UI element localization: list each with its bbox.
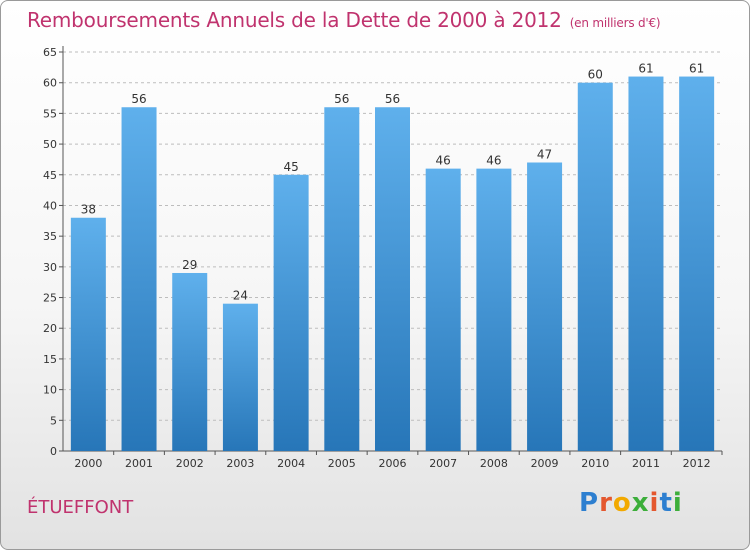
value-labels: 38 56 29 24 45 56 56 46 46 47 60 61 61 <box>81 62 705 303</box>
x-tick-label-2001: 2001 <box>125 457 153 470</box>
y-tick-label: 10 <box>43 384 57 397</box>
x-tick-label-2003: 2003 <box>226 457 254 470</box>
bar-2002 <box>172 272 208 451</box>
bar-2010 <box>577 82 613 451</box>
bar-2007 <box>425 168 461 451</box>
value-label-2003: 24 <box>233 289 248 303</box>
x-tick-label-2002: 2002 <box>176 457 204 470</box>
bar-2011 <box>628 76 664 452</box>
y-tick-label: 15 <box>43 353 57 366</box>
logo-letter: t <box>659 488 673 518</box>
bar-2001 <box>121 107 157 451</box>
bars <box>70 76 715 452</box>
value-label-2005: 56 <box>334 92 349 106</box>
logo-letter: o <box>612 488 632 518</box>
value-label-2002: 29 <box>182 258 197 272</box>
value-label-2000: 38 <box>81 203 96 217</box>
x-tick-label-2005: 2005 <box>328 457 356 470</box>
value-label-2006: 56 <box>385 92 400 106</box>
bar-2005 <box>324 107 360 451</box>
logo-letter: x <box>631 488 650 518</box>
x-tick-label-2006: 2006 <box>379 457 407 470</box>
y-tick-label: 55 <box>43 107 57 120</box>
value-label-2010: 60 <box>588 68 603 82</box>
x-tick-label-2009: 2009 <box>531 457 559 470</box>
y-tick-label: 20 <box>43 322 57 335</box>
value-label-2007: 46 <box>436 154 451 168</box>
bar-2012 <box>679 76 715 452</box>
y-tick-label: 30 <box>43 261 57 274</box>
value-label-2009: 47 <box>537 147 552 161</box>
chart-title-text: Remboursements Annuels de la Dette de 20… <box>27 8 562 32</box>
x-tick-label-2010: 2010 <box>581 457 609 470</box>
bar-2004 <box>273 174 309 451</box>
proxiti-logo: Proxiti <box>579 488 683 518</box>
value-label-2008: 46 <box>486 154 501 168</box>
bar-2009 <box>527 162 563 451</box>
logo-letter: P <box>579 488 600 518</box>
x-tick-label-2000: 2000 <box>74 457 102 470</box>
y-tick-label: 35 <box>43 230 57 243</box>
bar-2008 <box>476 168 512 451</box>
x-tick-label-2008: 2008 <box>480 457 508 470</box>
logo-letter: r <box>599 488 613 518</box>
commune-name: ÉTUEFFONT <box>27 497 134 518</box>
x-tick-label-2007: 2007 <box>429 457 457 470</box>
value-label-2012: 61 <box>689 62 704 76</box>
y-tick-label: 40 <box>43 199 57 212</box>
y-tick-label: 0 <box>50 445 57 458</box>
x-tick-label-2004: 2004 <box>277 457 305 470</box>
y-tick-label: 60 <box>43 77 57 90</box>
y-tick-label: 5 <box>50 414 57 427</box>
value-label-2011: 61 <box>638 62 653 76</box>
y-tick-label: 65 <box>43 46 57 59</box>
x-tick-label-2012: 2012 <box>683 457 711 470</box>
y-tick-label: 45 <box>43 169 57 182</box>
y-tick-label: 50 <box>43 138 57 151</box>
chart-title: Remboursements Annuels de la Dette de 20… <box>27 8 661 32</box>
value-label-2001: 56 <box>131 92 146 106</box>
chart-subtitle: (en milliers d'€) <box>569 16 661 30</box>
x-tick-label-2011: 2011 <box>632 457 660 470</box>
logo-letter: i <box>649 488 660 518</box>
bar-2003 <box>222 303 258 451</box>
value-label-2004: 45 <box>283 160 298 174</box>
logo-letter: i <box>672 488 683 518</box>
bar-2000 <box>70 217 106 451</box>
y-tick-label: 25 <box>43 292 57 305</box>
bar-2006 <box>375 107 410 451</box>
